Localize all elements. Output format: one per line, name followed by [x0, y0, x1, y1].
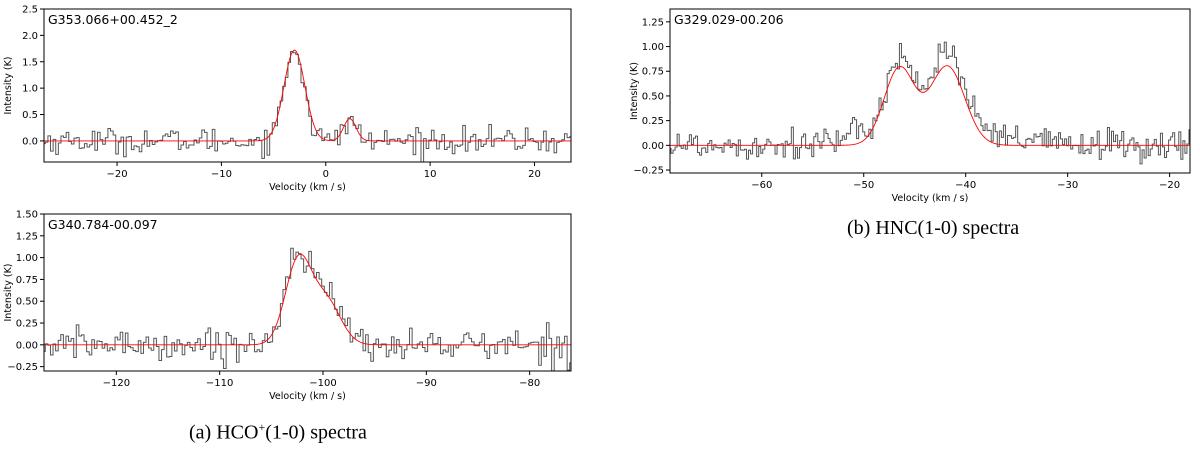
gaussian-fit-p1: [44, 49, 571, 142]
spectrum-panel-g329: −60 −50 −40 −30 −20 −0.25 0.00 0.25 0.50 0.75 1.00…: [629, 8, 1191, 204]
y-tick-label: 0.0: [22, 136, 38, 147]
x-tick-label: 0: [323, 169, 329, 180]
y-tick-label: 0.00: [16, 340, 38, 351]
x-tick-label: −30: [1057, 180, 1078, 191]
y-axis-label: Intensity (K): [629, 62, 640, 120]
y-tick-label: −0.25: [7, 362, 38, 373]
y-tick-label: 1.0: [22, 84, 38, 95]
caption-a: (a) HCO+(1-0) spectra: [189, 420, 367, 445]
y-tick-label: 0.00: [642, 141, 664, 152]
y-tick-label: 2.5: [22, 5, 38, 16]
y-tick-label: 0.25: [16, 319, 38, 330]
y-axis-label: Intensity (K): [3, 56, 14, 114]
x-tick-label: 20: [528, 169, 541, 180]
x-axis-label: Velocity (km / s): [892, 193, 969, 204]
spectrum-panel-g353: −20 −10 0 10 20 0.0 0.5 1.0 1.5 2.0 2.5 Velocity (k…: [3, 5, 572, 193]
gaussian-fit-p3: [670, 65, 1190, 146]
x-tick-label: −40: [955, 180, 976, 191]
plot-frame-p3: [669, 8, 1191, 174]
panel-title: G353.066+00.452_2: [48, 12, 178, 27]
observed-spectrum-p3: [670, 41, 1190, 165]
caption-a-suffix: (1-0) spectra: [265, 421, 367, 444]
x-tick-label: −20: [1159, 180, 1180, 191]
y-tick-label: 0.75: [642, 67, 664, 78]
x-tick-label: −50: [853, 180, 874, 191]
y-tick-label: 1.00: [16, 253, 38, 264]
y-tick-label: 2.0: [22, 31, 38, 42]
y-tick-label: 1.50: [16, 210, 38, 221]
y-tick-label: 0.25: [642, 116, 664, 127]
y-tick-label: 1.25: [642, 17, 664, 28]
y-axis-label: Intensity (K): [3, 263, 14, 321]
y-tick-label: 1.25: [16, 231, 38, 242]
gaussian-fit-p2: [44, 253, 571, 346]
x-axis-label: Velocity (km / s): [269, 182, 346, 193]
y-tick-label: −0.25: [633, 166, 664, 177]
observed-spectrum-p2: [44, 247, 571, 371]
x-tick-label: −10: [211, 169, 232, 180]
plot-frame-p2: [43, 213, 572, 372]
x-tick-label: −90: [416, 378, 437, 389]
panel-title: G340.784-00.097: [48, 217, 158, 232]
x-tick-label: −110: [206, 378, 233, 389]
x-tick-label: −100: [309, 378, 336, 389]
caption-a-superscript: +: [258, 420, 266, 434]
plot-frame-p1: [43, 8, 572, 163]
x-axis-label: Velocity (km / s): [269, 391, 346, 402]
x-tick-label: −20: [106, 169, 127, 180]
panel-title: G329.029-00.206: [674, 12, 784, 27]
x-tick-label: 10: [424, 169, 437, 180]
y-tick-label: 0.50: [642, 91, 664, 102]
x-tick-label: −120: [103, 378, 130, 389]
x-tick-label: −80: [519, 378, 540, 389]
y-tick-label: 1.5: [22, 57, 38, 68]
y-tick-label: 1.00: [642, 42, 664, 53]
y-tick-label: 0.75: [16, 275, 38, 286]
y-tick-label: 0.50: [16, 297, 38, 308]
x-tick-label: −60: [751, 180, 772, 191]
observed-spectrum-p1: [44, 51, 571, 162]
caption-b: (b) HNC(1-0) spectra: [847, 217, 1020, 239]
y-tick-label: 0.5: [22, 110, 38, 121]
spectrum-panel-g340: −120 −110 −100 −90 −80 −0.25 0.00 0.25 0.50 0.75 1…: [3, 210, 572, 402]
caption-a-prefix: (a) HCO: [189, 421, 259, 444]
